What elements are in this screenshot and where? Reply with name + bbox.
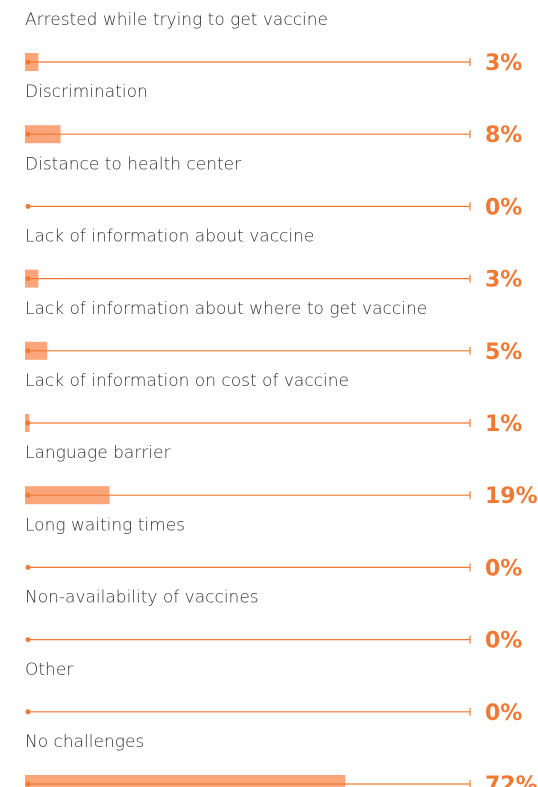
value-label: 0% — [485, 629, 522, 654]
track-dot — [25, 709, 31, 715]
value-label: 0% — [485, 195, 522, 220]
track-dot — [25, 637, 31, 643]
category-label: Lack of information on cost of vaccine — [25, 371, 349, 391]
category-label: Long waiting times — [25, 515, 185, 535]
value-label: 72% — [485, 773, 538, 787]
value-label: 19% — [485, 484, 538, 509]
value-label: 3% — [485, 268, 522, 293]
category-label: Non-availability of vaccines — [25, 588, 259, 608]
category-label: Arrested while trying to get vaccine — [25, 10, 328, 30]
value-label: 0% — [485, 701, 522, 726]
track-dot — [25, 59, 31, 65]
track-dot — [25, 420, 31, 426]
track-dot — [25, 276, 31, 282]
track-dot — [25, 564, 31, 570]
category-label: No challenges — [25, 732, 144, 752]
category-label: Lack of information about where to get v… — [25, 299, 427, 319]
track-dot — [25, 348, 31, 354]
value-label: 1% — [485, 412, 522, 437]
value-label: 3% — [485, 51, 522, 76]
value-label: 0% — [485, 556, 522, 581]
track-dot — [25, 781, 31, 787]
category-label: Language barrier — [25, 443, 170, 463]
track-dot — [25, 492, 31, 498]
bar — [25, 775, 346, 787]
category-label: Discrimination — [25, 82, 148, 102]
category-label: Other — [25, 660, 73, 680]
track-dot — [25, 203, 31, 209]
category-label: Lack of information about vaccine — [25, 227, 314, 247]
track-dot — [25, 131, 31, 137]
value-label: 8% — [485, 123, 522, 148]
category-label: Distance to health center — [25, 154, 241, 174]
value-label: 5% — [485, 340, 522, 365]
